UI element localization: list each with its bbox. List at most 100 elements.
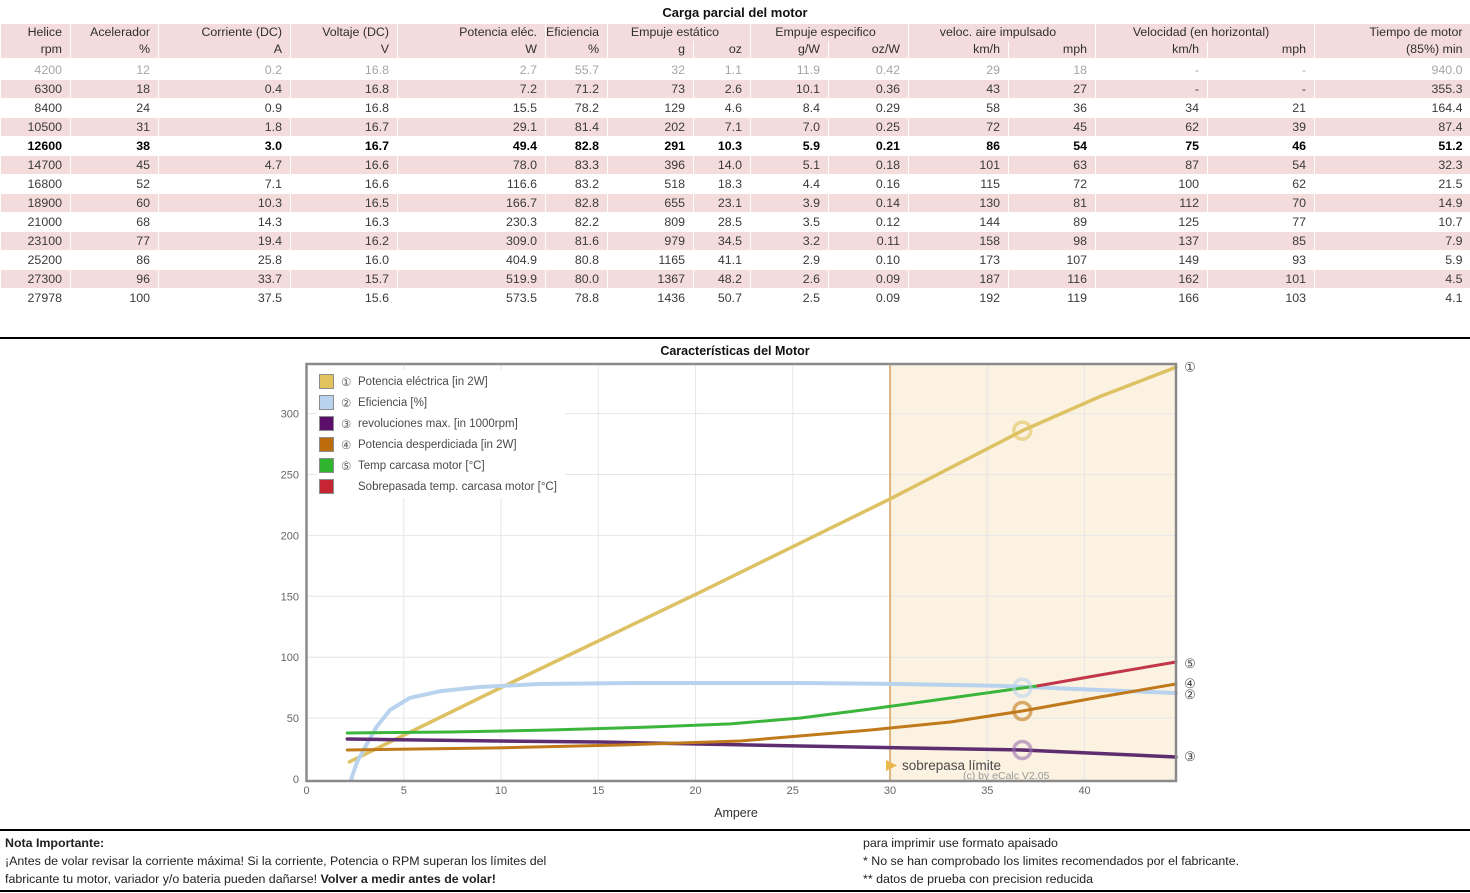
table-cell: 355.3	[1314, 79, 1470, 99]
legend-item: ① Potencia eléctrica [in 2W]	[319, 371, 557, 392]
table-cell: 1436	[607, 288, 694, 308]
table-cell: 3.2	[750, 231, 829, 251]
table-title: Carga parcial del motor	[662, 5, 808, 20]
table-cell: 979	[607, 231, 694, 251]
table-cell: 162	[1095, 269, 1208, 289]
table-cell: 24	[70, 98, 159, 118]
table-cell: 34	[1095, 98, 1208, 118]
y-tick-label: 200	[281, 530, 299, 542]
table-cell: -	[1206, 59, 1315, 80]
table-cell: 21000	[0, 212, 71, 232]
table-cell: 101	[908, 155, 1009, 175]
table-cell: 14.0	[693, 155, 751, 175]
table-row: 18900 60 10.3 16.5 166.7 82.8 655 23.1 3.9 0.14 13…	[0, 193, 1470, 213]
table-cell: 18900	[0, 193, 71, 213]
column-unit-header: mph	[1206, 41, 1315, 61]
table-cell: 16.3	[290, 212, 398, 232]
table-cell: 519.9	[397, 269, 546, 289]
motor-load-table: Helice Acelerador Corriente (DC) Voltaje (D…	[0, 24, 1470, 308]
table-cell: 34.5	[693, 231, 751, 251]
table-cell: 2.6	[693, 79, 751, 99]
x-axis-label: Ampere	[714, 806, 758, 820]
legend-item: ⑤ Temp carcasa motor [°C]	[319, 455, 557, 476]
table-cell: 4200	[0, 59, 71, 80]
table-cell: 16.7	[290, 117, 398, 137]
table-cell: 6300	[0, 79, 71, 99]
table-cell: 2.7	[397, 59, 546, 80]
table-cell: 75	[1095, 136, 1208, 156]
table-cell: 144	[908, 212, 1009, 232]
legend-swatch-icon	[319, 437, 334, 452]
table-cell: 45	[1008, 117, 1096, 137]
legend-swatch-icon	[319, 458, 334, 473]
table-cell: 50.7	[693, 288, 751, 308]
table-cell: 29.1	[397, 117, 546, 137]
note-line: ** datos de prueba con precision reducid…	[863, 872, 1094, 886]
table-cell: 10500	[0, 117, 71, 137]
x-tick-label: 40	[1078, 785, 1090, 797]
column-unit-header: mph	[1008, 41, 1096, 61]
legend-badge: ②	[341, 397, 352, 410]
table-cell: 10.3	[693, 136, 751, 156]
chart-legend: ① Potencia eléctrica [in 2W] ② Eficiencia […	[317, 370, 565, 498]
table-cell: 125	[1095, 212, 1208, 232]
table-cell: 7.2	[397, 79, 546, 99]
series-revoluciones	[345, 737, 1178, 759]
table-cell: 112	[1095, 193, 1208, 213]
table-cell: 101	[1206, 269, 1315, 289]
table-cell: 1165	[607, 250, 694, 270]
legend-label: Potencia eléctrica [in 2W]	[358, 375, 488, 388]
table-cell: 46	[1206, 136, 1315, 156]
table-cell: 0.16	[828, 174, 909, 194]
table-cell: 16.6	[290, 174, 398, 194]
column-group-header: veloc. aire impulsado	[908, 24, 1096, 41]
table-cell: 149	[1095, 250, 1208, 270]
divider-bottom	[0, 890, 1470, 892]
table-cell: 21.5	[1314, 174, 1470, 194]
column-group-header: Velocidad (en horizontal)	[1094, 24, 1315, 41]
table-cell: 8.4	[750, 98, 829, 118]
table-cell: 80.0	[545, 269, 608, 289]
table-cell: 14.9	[1314, 193, 1470, 213]
table-cell: 0.14	[828, 193, 909, 213]
table-cell: 14700	[0, 155, 71, 175]
column-group-header: Helice	[0, 24, 71, 41]
table-cell: 78.2	[545, 98, 608, 118]
column-unit-header: %	[545, 41, 608, 61]
table-cell: 45	[70, 155, 159, 175]
table-cell: 58	[908, 98, 1009, 118]
table-cell: 72	[1008, 174, 1096, 194]
legend-label: revoluciones max. [in 1000rpm]	[358, 417, 518, 430]
table-cell: 116	[1008, 269, 1096, 289]
table-cell: 0.9	[158, 98, 291, 118]
series-sobrepasada-temp	[1036, 660, 1178, 688]
table-cell: 2.9	[750, 250, 829, 270]
note-line: fabricante tu motor, variador y/o bateri…	[5, 872, 496, 886]
table-cell: 68	[70, 212, 159, 232]
table-cell: 0.29	[828, 98, 909, 118]
legend-item: ② Eficiencia [%]	[319, 392, 557, 413]
table-cell: 15.6	[290, 288, 398, 308]
table-cell: 173	[908, 250, 1009, 270]
legend-swatch-icon	[319, 374, 334, 389]
x-tick-label: 30	[884, 785, 896, 797]
y-tick-label: 50	[287, 713, 299, 725]
table-cell: 38	[70, 136, 159, 156]
table-cell: 11.9	[750, 59, 829, 80]
table-cell: 107	[1008, 250, 1096, 270]
divider-top	[0, 337, 1470, 339]
table-cell: 70	[1206, 193, 1315, 213]
motor-characteristics-chart: 0 5 10 15 20 25 30 35 40 0 50 100 150 200 250 300 Ampere…	[0, 359, 1470, 829]
limit-region	[890, 364, 1176, 781]
table-cell: 16.8	[290, 79, 398, 99]
table-cell: 809	[607, 212, 694, 232]
y-tick-label: 0	[293, 774, 299, 786]
table-cell: 89	[1008, 212, 1096, 232]
table-row: 12600 38 3.0 16.7 49.4 82.8 291 10.3 5.9 0.21 86 54…	[0, 136, 1470, 156]
table-cell: 18	[1008, 59, 1096, 80]
column-group-header: Eficiencia	[545, 24, 608, 41]
table-cell: 164.4	[1314, 98, 1470, 118]
table-cell: 87.4	[1314, 117, 1470, 137]
legend-label: Temp carcasa motor [°C]	[358, 459, 485, 472]
table-cell: 82.8	[545, 136, 608, 156]
